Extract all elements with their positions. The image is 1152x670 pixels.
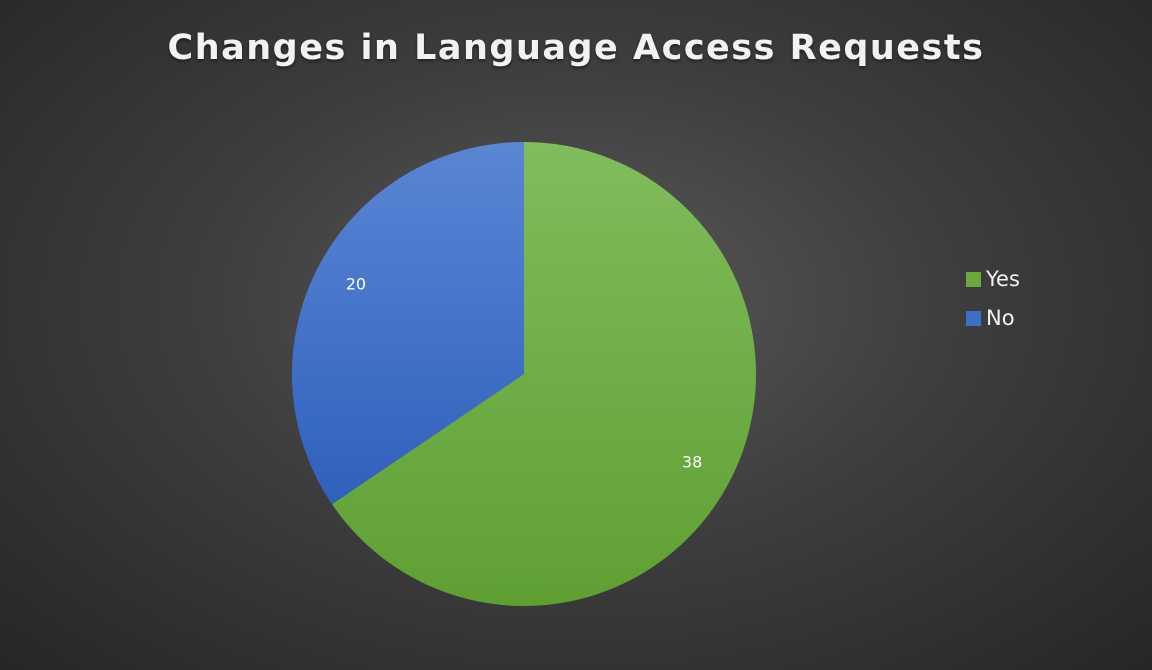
legend-swatch-yes: [966, 271, 981, 287]
pie-slice-yes[interactable]: [331, 142, 756, 606]
legend-label-no: No: [986, 306, 1015, 330]
legend-item-yes[interactable]: Yes: [966, 266, 1020, 292]
data-label-yes: 38: [682, 453, 702, 472]
legend-label-yes: Yes: [986, 267, 1020, 291]
pie-slice-no[interactable]: [291, 142, 524, 505]
legend-swatch-no: [966, 310, 981, 326]
data-label-no: 20: [346, 274, 366, 293]
legend: Yes No: [966, 266, 1020, 344]
legend-item-no[interactable]: No: [966, 305, 1020, 331]
chart-title: Changes in Language Access Requests: [167, 28, 985, 68]
